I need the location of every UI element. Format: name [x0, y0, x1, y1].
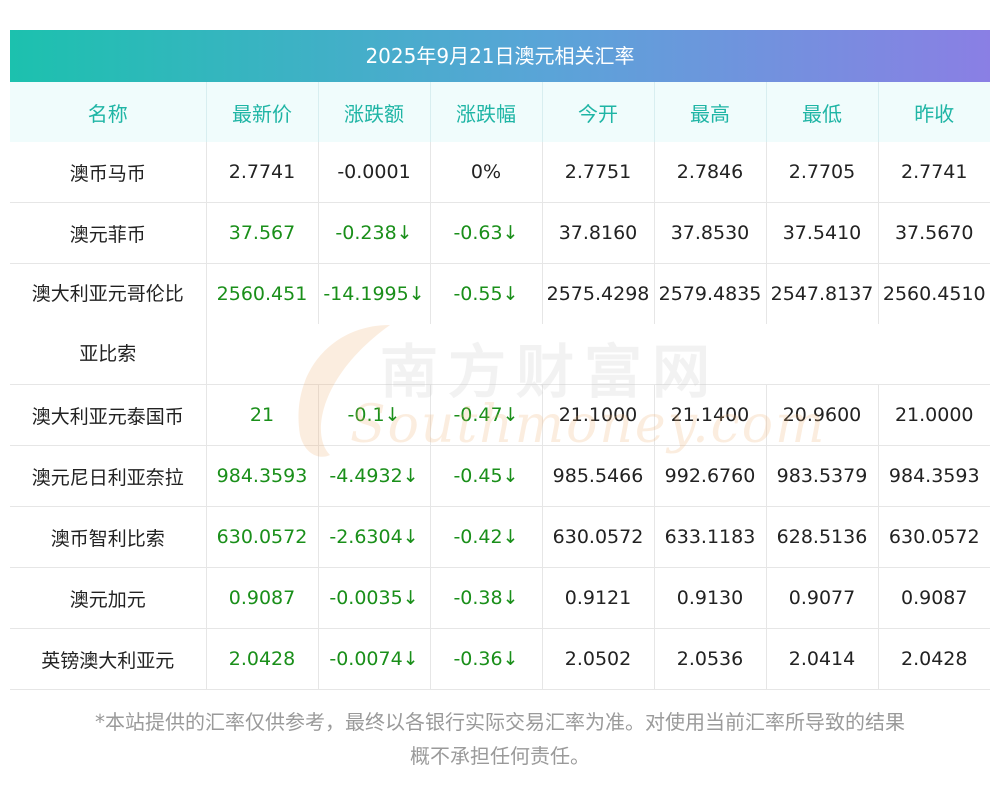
latest-value: 630.0572	[206, 506, 319, 568]
change-value: -4.4932↓	[318, 445, 431, 507]
column-header-prev-close: 昨收	[878, 82, 990, 142]
table-body: 澳币马币 2.7741 -0.0001 0% 2.7751 2.7846 2.7705 2.7…	[10, 142, 990, 690]
latest-value: 21	[206, 384, 319, 446]
currency-pair-name: 澳大利亚元哥伦比 亚比索	[10, 263, 207, 385]
currency-pair-name: 澳元菲币	[10, 202, 207, 264]
change-pct-value: -0.55↓	[430, 263, 543, 324]
high-value: 2579.4835	[654, 263, 767, 324]
high-value: 2.7846	[654, 142, 767, 203]
column-header-open: 今开	[542, 82, 655, 142]
latest-value: 37.567	[206, 202, 319, 264]
currency-pair-name-line-1: 澳大利亚元哥伦比	[31, 283, 184, 305]
high-value: 633.1183	[654, 506, 767, 568]
change-value: -0.238↓	[318, 202, 431, 264]
prev-close-value: 2560.4510	[882, 283, 986, 305]
column-header-name: 名称	[10, 82, 207, 142]
prev-close-value: 2.0428	[878, 628, 990, 690]
change-pct-value: -0.42↓	[430, 506, 543, 568]
change-value: -14.1995↓	[318, 263, 431, 324]
prev-close-value: 37.5670	[878, 202, 990, 264]
low-value: 628.5136	[766, 506, 879, 568]
low-value: 0.9077	[766, 567, 879, 629]
column-header-latest: 最新价	[206, 82, 319, 142]
open-value: 2.0502	[542, 628, 655, 690]
column-header-change-pct: 涨跌幅	[430, 82, 543, 142]
prev-close-value: 21.0000	[878, 384, 990, 446]
column-header-high: 最高	[654, 82, 767, 142]
high-value: 992.6760	[654, 445, 767, 507]
change-pct-value: 0%	[430, 142, 543, 203]
change-value: -0.1↓	[318, 384, 431, 446]
currency-pair-name: 澳元加元	[10, 567, 207, 629]
change-pct-value: -0.45↓	[430, 445, 543, 507]
table-row: 澳元尼日利亚奈拉 984.3593 -4.4932↓ -0.45↓ 985.5466 99…	[10, 445, 990, 507]
table-row: 澳币智利比索 630.0572 -2.6304↓ -0.42↓ 630.0572 633.…	[10, 506, 990, 568]
prev-close-value: 630.0572	[878, 506, 990, 568]
disclaimer-footnote: *本站提供的汇率仅供参考，最终以各银行实际交易汇率为准。对使用当前汇率所导致的结…	[10, 705, 990, 773]
open-value: 630.0572	[542, 506, 655, 568]
change-value: -0.0035↓	[318, 567, 431, 629]
table-row: 澳大利亚元泰国币 21 -0.1↓ -0.47↓ 21.1000 21.1400 20.96…	[10, 384, 990, 446]
latest-value: 0.9087	[206, 567, 319, 629]
currency-pair-name-line-2: 亚比索	[79, 343, 137, 365]
column-header-change: 涨跌额	[318, 82, 431, 142]
open-value: 2.7751	[542, 142, 655, 203]
disclaimer-line-1: *本站提供的汇率仅供参考，最终以各银行实际交易汇率为准。对使用当前汇率所导致的结…	[95, 710, 905, 734]
high-value: 2.0536	[654, 628, 767, 690]
high-value: 37.8530	[654, 202, 767, 264]
latest-value: 2.0428	[206, 628, 319, 690]
table-row: 英镑澳大利亚元 2.0428 -0.0074↓ -0.36↓ 2.0502 2.0536 2…	[10, 628, 990, 690]
open-value: 985.5466	[542, 445, 655, 507]
high-value: 0.9130	[654, 567, 767, 629]
table-row-continuation	[10, 324, 990, 385]
low-value: 37.5410	[766, 202, 879, 264]
latest-value: 2560.451	[206, 263, 319, 324]
table-row: 澳元菲币 37.567 -0.238↓ -0.63↓ 37.8160 37.8530 37.…	[10, 202, 990, 264]
latest-value: 2.7741	[206, 142, 319, 203]
open-value: 21.1000	[542, 384, 655, 446]
prev-close-value: 2.7741	[878, 142, 990, 203]
low-value: 20.9600	[766, 384, 879, 446]
prev-close-value: 0.9087	[878, 567, 990, 629]
open-value: 0.9121	[542, 567, 655, 629]
change-value: -2.6304↓	[318, 506, 431, 568]
change-pct-value: -0.47↓	[430, 384, 543, 446]
change-pct-value: -0.63↓	[430, 202, 543, 264]
table-title: 2025年9月21日澳元相关汇率	[10, 30, 990, 82]
change-pct-value: -0.38↓	[430, 567, 543, 629]
low-value: 2.7705	[766, 142, 879, 203]
currency-pair-name: 澳元尼日利亚奈拉	[10, 445, 207, 507]
high-value: 21.1400	[654, 384, 767, 446]
currency-pair-name: 英镑澳大利亚元	[10, 628, 207, 690]
low-value: 2547.8137	[766, 263, 879, 324]
low-value: 2.0414	[766, 628, 879, 690]
low-value: 983.5379	[766, 445, 879, 507]
open-value: 2575.4298	[542, 263, 655, 324]
change-pct-value: -0.36↓	[430, 628, 543, 690]
currency-pair-name: 澳大利亚元泰国币	[10, 384, 207, 446]
disclaimer-line-2: 概不承担任何责任。	[410, 744, 590, 768]
empty-filler-cell	[206, 324, 990, 385]
table-row: 澳大利亚元哥伦比 亚比索 2560.451 -14.1995↓ -0.55↓ 2575.4…	[10, 263, 990, 385]
table-row: 澳元加元 0.9087 -0.0035↓ -0.38↓ 0.9121 0.9130 0.90…	[10, 567, 990, 629]
latest-value: 984.3593	[206, 445, 319, 507]
open-value: 37.8160	[542, 202, 655, 264]
table-header-row: 名称 最新价 涨跌额 涨跌幅 今开 最高 最低 昨收	[10, 82, 990, 142]
change-value: -0.0074↓	[318, 628, 431, 690]
change-value: -0.0001	[318, 142, 431, 203]
currency-pair-name: 澳币马币	[10, 142, 207, 203]
column-header-low: 最低	[766, 82, 879, 142]
prev-close-value: 984.3593	[878, 445, 990, 507]
table-row: 澳币马币 2.7741 -0.0001 0% 2.7751 2.7846 2.7705 2.7…	[10, 142, 990, 203]
exchange-rate-table: 名称 最新价 涨跌额 涨跌幅 今开 最高 最低 昨收 澳币马币 2.7741 -0.…	[10, 82, 990, 690]
currency-pair-name: 澳币智利比索	[10, 506, 207, 568]
